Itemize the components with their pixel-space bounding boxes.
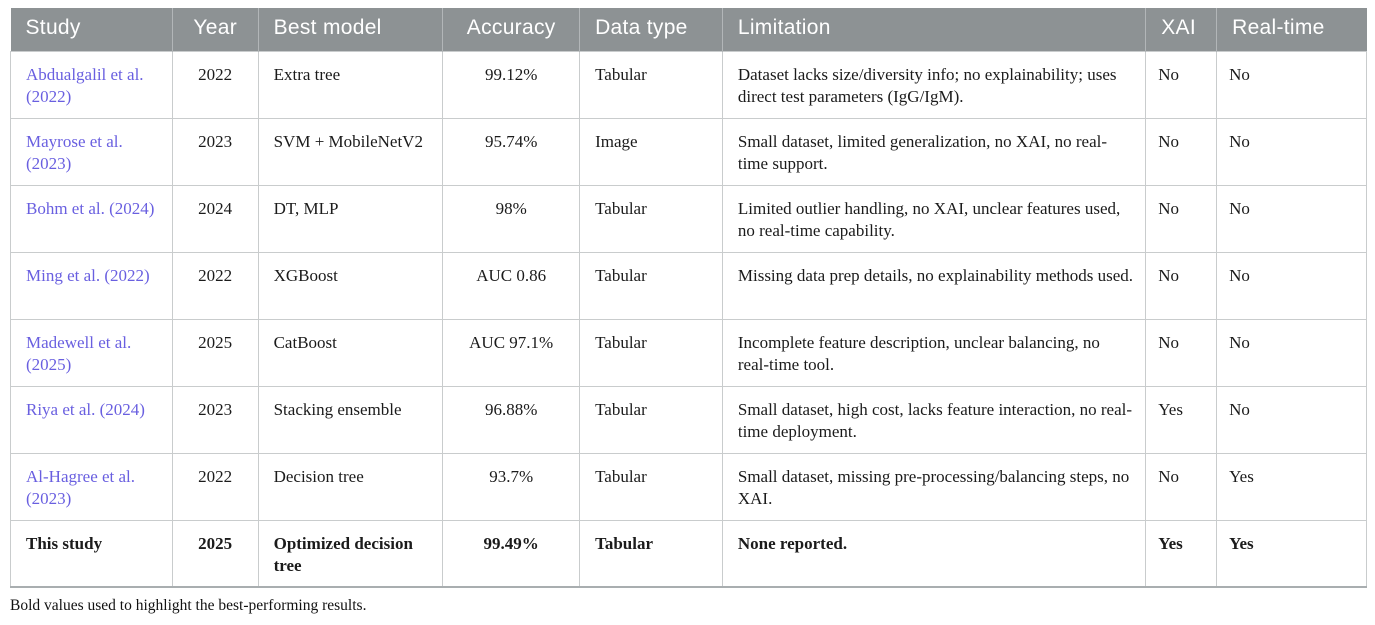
table-row: Madewell et al. (2025) 2025 CatBoost AUC…	[10, 318, 1367, 387]
column-header-best-model: Best model	[257, 8, 443, 51]
best-model-cell: Stacking ensemble	[257, 385, 444, 454]
realtime-cell: No	[1216, 385, 1367, 454]
study-cell: Mayrose et al. (2023)	[10, 117, 173, 186]
study-cell: Ming et al. (2022)	[10, 251, 173, 320]
limitation-cell: Small dataset, limited generalization, n…	[721, 117, 1147, 186]
table-row-this-study: This study 2025 Optimized decision tree …	[10, 519, 1367, 588]
year-cell: 2022	[171, 452, 259, 521]
study-citation-link[interactable]: Al-Hagree et al. (2023)	[26, 466, 136, 508]
study-cell: Abdualgalil et al. (2022)	[10, 50, 173, 119]
year-cell: 2024	[171, 184, 259, 253]
column-header-accuracy: Accuracy	[442, 8, 580, 51]
year-cell: 2025	[171, 519, 259, 588]
table-row: Al-Hagree et al. (2023) 2022 Decision tr…	[10, 452, 1367, 521]
study-citation-link[interactable]: Bohm et al. (2024)	[26, 198, 155, 218]
study-cell: Bohm et al. (2024)	[10, 184, 173, 253]
xai-cell: No	[1145, 184, 1218, 253]
accuracy-cell: AUC 97.1%	[442, 318, 581, 387]
data-type-cell: Tabular	[579, 251, 723, 320]
column-header-limitation: Limitation	[721, 8, 1146, 51]
data-type-cell: Tabular	[579, 519, 723, 588]
study-citation-link[interactable]: Abdualgalil et al. (2022)	[26, 64, 144, 106]
column-header-study: Study	[10, 8, 173, 51]
study-cell: Al-Hagree et al. (2023)	[10, 452, 173, 521]
xai-cell: Yes	[1145, 385, 1218, 454]
accuracy-cell: AUC 0.86	[442, 251, 581, 320]
table-row: Abdualgalil et al. (2022) 2022 Extra tre…	[10, 50, 1367, 119]
accuracy-cell: 99.12%	[442, 50, 581, 119]
accuracy-cell: 93.7%	[442, 452, 581, 521]
xai-cell: No	[1145, 452, 1218, 521]
best-model-cell: Optimized decision tree	[257, 519, 444, 588]
xai-cell: No	[1145, 50, 1218, 119]
limitation-cell: None reported.	[721, 519, 1147, 588]
xai-cell: No	[1145, 117, 1218, 186]
realtime-cell: No	[1216, 318, 1367, 387]
study-cell: Madewell et al. (2025)	[10, 318, 173, 387]
table-row: Riya et al. (2024) 2023 Stacking ensembl…	[10, 385, 1367, 454]
study-cell: This study	[10, 519, 173, 588]
year-cell: 2023	[171, 117, 259, 186]
table-row: Mayrose et al. (2023) 2023 SVM + MobileN…	[10, 117, 1367, 186]
table-row: Ming et al. (2022) 2022 XGBoost AUC 0.86…	[10, 251, 1367, 320]
study-citation-link[interactable]: Mayrose et al. (2023)	[26, 131, 123, 173]
accuracy-cell: 98%	[442, 184, 581, 253]
column-header-data-type: Data type	[579, 8, 723, 51]
limitation-cell: Incomplete feature description, unclear …	[721, 318, 1147, 387]
data-type-cell: Tabular	[579, 184, 723, 253]
data-type-cell: Tabular	[579, 318, 723, 387]
column-header-xai: XAI	[1145, 8, 1217, 51]
limitation-cell: Small dataset, missing pre-processing/ba…	[721, 452, 1147, 521]
best-model-cell: Extra tree	[257, 50, 444, 119]
year-cell: 2022	[171, 50, 259, 119]
limitation-cell: Limited outlier handling, no XAI, unclea…	[721, 184, 1147, 253]
realtime-cell: No	[1216, 184, 1367, 253]
best-model-cell: XGBoost	[257, 251, 444, 320]
table-row: Bohm et al. (2024) 2024 DT, MLP 98% Tabu…	[10, 184, 1367, 253]
column-header-year: Year	[171, 8, 259, 51]
study-citation-link[interactable]: Madewell et al. (2025)	[26, 332, 132, 374]
year-cell: 2025	[171, 318, 259, 387]
data-type-cell: Tabular	[579, 452, 723, 521]
best-model-cell: Decision tree	[257, 452, 444, 521]
table-header-row: Study Year Best model Accuracy Data type…	[10, 8, 1367, 51]
data-type-cell: Image	[579, 117, 723, 186]
data-type-cell: Tabular	[579, 50, 723, 119]
year-cell: 2022	[171, 251, 259, 320]
xai-cell: Yes	[1145, 519, 1218, 588]
limitation-cell: Dataset lacks size/diversity info; no ex…	[721, 50, 1147, 119]
realtime-cell: No	[1216, 117, 1367, 186]
best-model-cell: SVM + MobileNetV2	[257, 117, 444, 186]
realtime-cell: No	[1216, 50, 1367, 119]
column-header-realtime: Real-time	[1216, 8, 1367, 51]
accuracy-cell: 95.74%	[442, 117, 581, 186]
realtime-cell: Yes	[1216, 452, 1367, 521]
limitation-cell: Missing data prep details, no explainabi…	[721, 251, 1147, 320]
accuracy-cell: 96.88%	[442, 385, 581, 454]
table-footnote: Bold values used to highlight the best-p…	[10, 597, 367, 614]
xai-cell: No	[1145, 318, 1218, 387]
xai-cell: No	[1145, 251, 1218, 320]
best-model-cell: CatBoost	[257, 318, 444, 387]
data-type-cell: Tabular	[579, 385, 723, 454]
realtime-cell: Yes	[1216, 519, 1367, 588]
year-cell: 2023	[171, 385, 259, 454]
accuracy-cell: 99.49%	[442, 519, 581, 588]
realtime-cell: No	[1216, 251, 1367, 320]
best-model-cell: DT, MLP	[257, 184, 444, 253]
literature-comparison-table: Study Year Best model Accuracy Data type…	[10, 8, 1367, 588]
study-citation-link[interactable]: Riya et al. (2024)	[26, 399, 145, 419]
study-citation-link[interactable]: Ming et al. (2022)	[26, 265, 150, 285]
study-cell: Riya et al. (2024)	[10, 385, 173, 454]
limitation-cell: Small dataset, high cost, lacks feature …	[721, 385, 1147, 454]
